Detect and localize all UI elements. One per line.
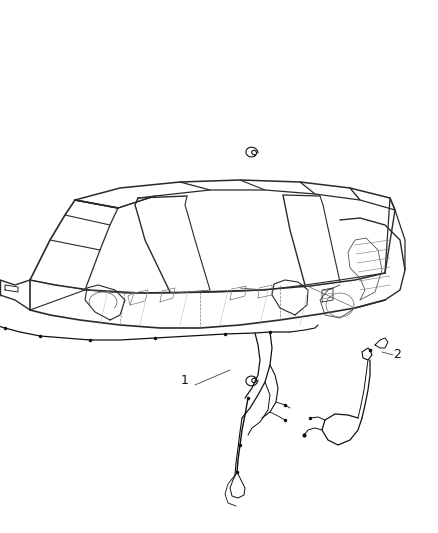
- Text: 2: 2: [393, 349, 401, 361]
- Text: 1: 1: [181, 374, 189, 386]
